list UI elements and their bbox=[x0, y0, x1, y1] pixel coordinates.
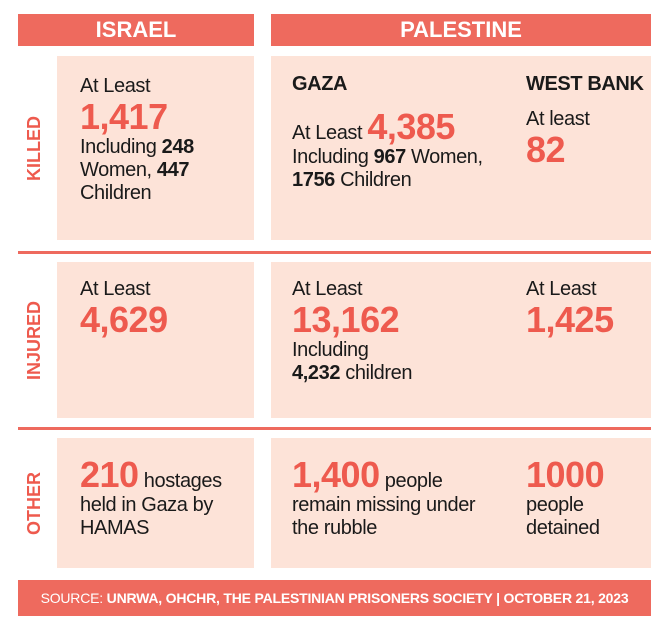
text: At Least bbox=[526, 278, 597, 300]
text: remain missing under bbox=[292, 494, 476, 516]
header-palestine: PALESTINE bbox=[271, 14, 651, 46]
big-number: 1000 bbox=[526, 454, 605, 495]
cell-text: GAZA At Least 4,385 Including 967 Women,… bbox=[292, 73, 517, 192]
separator bbox=[18, 427, 651, 430]
text: At Least bbox=[80, 75, 151, 97]
cell-text: At Least 13,162 Including 4,232 children bbox=[292, 278, 517, 385]
text: Children bbox=[340, 169, 412, 191]
text: people bbox=[526, 494, 584, 516]
cell bbox=[57, 438, 254, 568]
cell bbox=[271, 56, 651, 240]
text: detained bbox=[526, 517, 600, 539]
text: the rubble bbox=[292, 517, 377, 539]
big-number: 82 bbox=[526, 129, 566, 170]
text: people bbox=[384, 470, 443, 492]
text: hostages bbox=[143, 470, 222, 492]
big-number: 1,425 bbox=[526, 299, 614, 340]
text: Including bbox=[80, 136, 157, 158]
text: Including bbox=[292, 146, 369, 168]
big-number: 4,385 bbox=[367, 106, 455, 147]
cell-text: WEST BANK At least 82 bbox=[526, 73, 648, 169]
big-number: 1,417 bbox=[80, 96, 168, 137]
text: Women, bbox=[410, 146, 483, 168]
text: HAMAS bbox=[80, 517, 150, 539]
footer-prefix: SOURCE: bbox=[40, 590, 104, 606]
footer-text: UNRWA, OHCHR, THE PALESTINIAN PRISONERS … bbox=[106, 590, 629, 606]
cell bbox=[271, 438, 651, 568]
number: 1756 bbox=[292, 169, 335, 191]
cell-text: At Least 1,425 bbox=[526, 278, 648, 339]
subheading: WEST BANK bbox=[526, 73, 644, 95]
big-number: 4,629 bbox=[80, 299, 168, 340]
header-israel: ISRAEL bbox=[18, 14, 254, 46]
text: Women, bbox=[80, 159, 152, 181]
cell-text: 210 hostages held in Gaza by HAMAS bbox=[80, 456, 250, 540]
text: Children bbox=[80, 182, 152, 204]
cell bbox=[57, 262, 254, 418]
text: held in Gaza by bbox=[80, 494, 213, 516]
cell-text: 1000 people detained bbox=[526, 456, 648, 540]
big-number: 13,162 bbox=[292, 299, 400, 340]
separator bbox=[18, 251, 651, 254]
row-label: INJURED bbox=[18, 262, 50, 418]
cell-text: At Least 4,629 bbox=[80, 278, 250, 339]
cell-text: 1,400 people remain missing under the ru… bbox=[292, 456, 517, 540]
row-label-text: KILLED bbox=[23, 115, 44, 181]
footer: SOURCE: UNRWA, OHCHR, THE PALESTINIAN PR… bbox=[18, 580, 651, 616]
row-label-text: OTHER bbox=[23, 471, 44, 535]
cell bbox=[271, 262, 651, 418]
number: 447 bbox=[156, 159, 190, 181]
text: At Least bbox=[80, 278, 151, 300]
row-label: KILLED bbox=[18, 56, 50, 240]
text: At Least bbox=[292, 122, 363, 144]
number: 967 bbox=[373, 146, 407, 168]
text: At Least bbox=[292, 278, 363, 300]
cell bbox=[57, 56, 254, 240]
subheading: GAZA bbox=[292, 73, 348, 95]
number: 248 bbox=[161, 136, 195, 158]
cell-text: At Least 1,417 Including 248 Women, 447 … bbox=[80, 75, 250, 205]
text: children bbox=[345, 362, 413, 384]
number: 4,232 bbox=[292, 362, 341, 384]
row-label-text: INJURED bbox=[23, 300, 44, 380]
big-number: 210 bbox=[80, 454, 139, 495]
big-number: 1,400 bbox=[292, 454, 380, 495]
row-label: OTHER bbox=[18, 438, 50, 568]
text: Including bbox=[292, 339, 369, 361]
text: At least bbox=[526, 108, 590, 130]
